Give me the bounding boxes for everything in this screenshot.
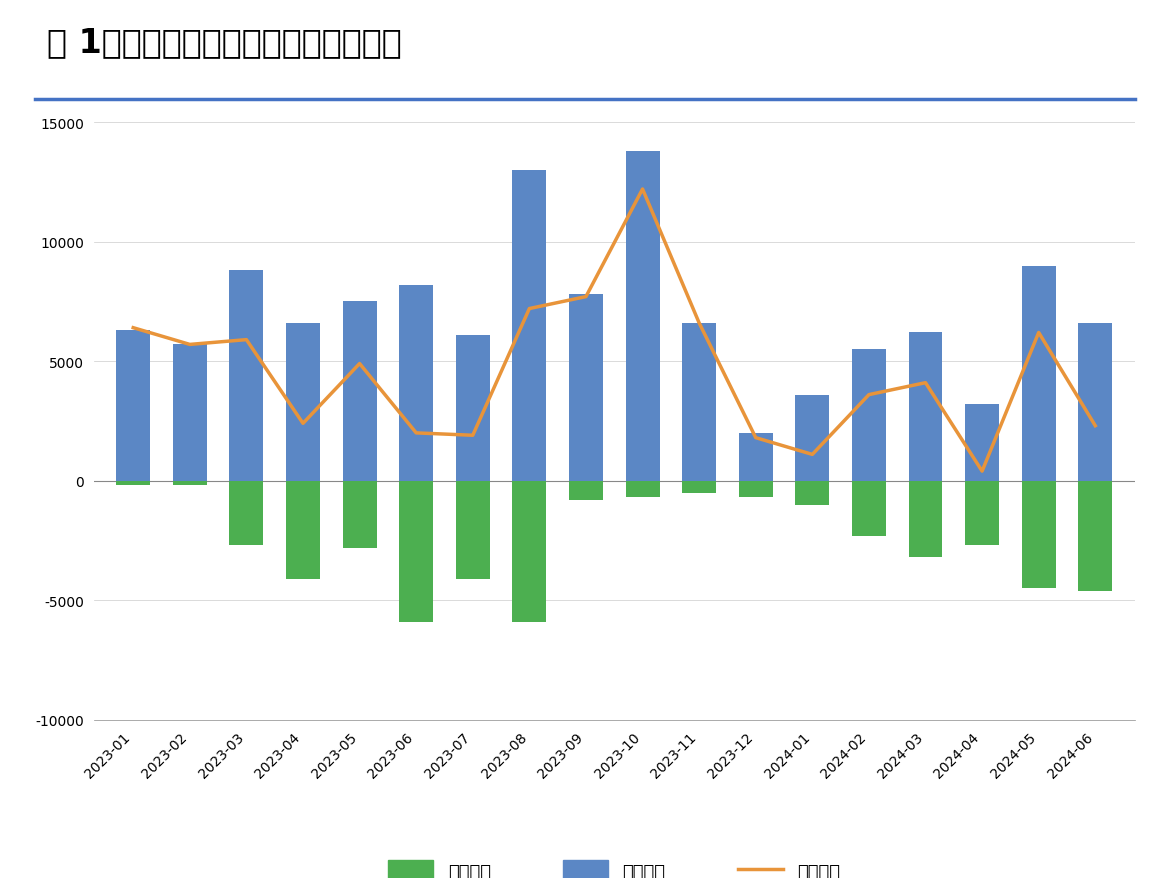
净融资额 [749, 433, 763, 443]
Bar [512, 481, 546, 622]
Bar [738, 481, 772, 498]
净融资额 [466, 430, 480, 441]
Bar [796, 395, 830, 481]
Bar [343, 302, 377, 481]
Bar [229, 481, 263, 545]
Bar [569, 295, 603, 481]
Bar [682, 323, 716, 481]
Bar [796, 481, 830, 505]
Bar [173, 481, 207, 486]
Bar [965, 481, 999, 545]
Bar [1079, 323, 1113, 481]
Bar [229, 271, 263, 481]
Bar [116, 481, 150, 486]
Bar [456, 335, 490, 481]
净融资额 [296, 419, 310, 429]
Line: 净融资额: 净融资额 [133, 190, 1095, 471]
净融资额 [1032, 327, 1046, 338]
Bar [909, 333, 943, 481]
Bar [116, 331, 150, 481]
Bar [1079, 481, 1113, 591]
Bar [852, 481, 886, 536]
Bar [343, 481, 377, 548]
Bar [285, 481, 319, 579]
净融资额 [183, 340, 197, 350]
Bar [399, 285, 433, 481]
净融资额 [635, 184, 649, 195]
Bar [173, 345, 207, 481]
净融资额 [240, 335, 254, 346]
Bar [1021, 481, 1055, 588]
净融资额 [522, 304, 536, 314]
Bar [682, 481, 716, 493]
Bar [456, 481, 490, 579]
Bar [909, 481, 943, 558]
Bar [399, 481, 433, 622]
Bar [738, 434, 772, 481]
Bar [626, 481, 660, 498]
Bar [569, 481, 603, 500]
Bar [512, 170, 546, 481]
净融资额 [410, 428, 424, 439]
净融资额 [693, 318, 707, 328]
净融资额 [975, 466, 989, 477]
净融资额 [126, 323, 140, 334]
净融资额 [579, 292, 593, 303]
净融资额 [352, 359, 366, 370]
Text: 图 1：地方债发行与偿还情况（亿元）: 图 1：地方债发行与偿还情况（亿元） [47, 26, 401, 60]
Bar [626, 152, 660, 481]
Bar [285, 323, 319, 481]
Bar [852, 349, 886, 481]
Bar [1021, 266, 1055, 481]
净融资额 [862, 390, 876, 400]
净融资额 [1088, 421, 1102, 431]
Legend: 总偿还量, 总发行量, 净融资额: 总偿还量, 总发行量, 净融资额 [388, 860, 840, 878]
净融资额 [918, 378, 932, 388]
Bar [965, 405, 999, 481]
净融资额 [805, 450, 819, 460]
